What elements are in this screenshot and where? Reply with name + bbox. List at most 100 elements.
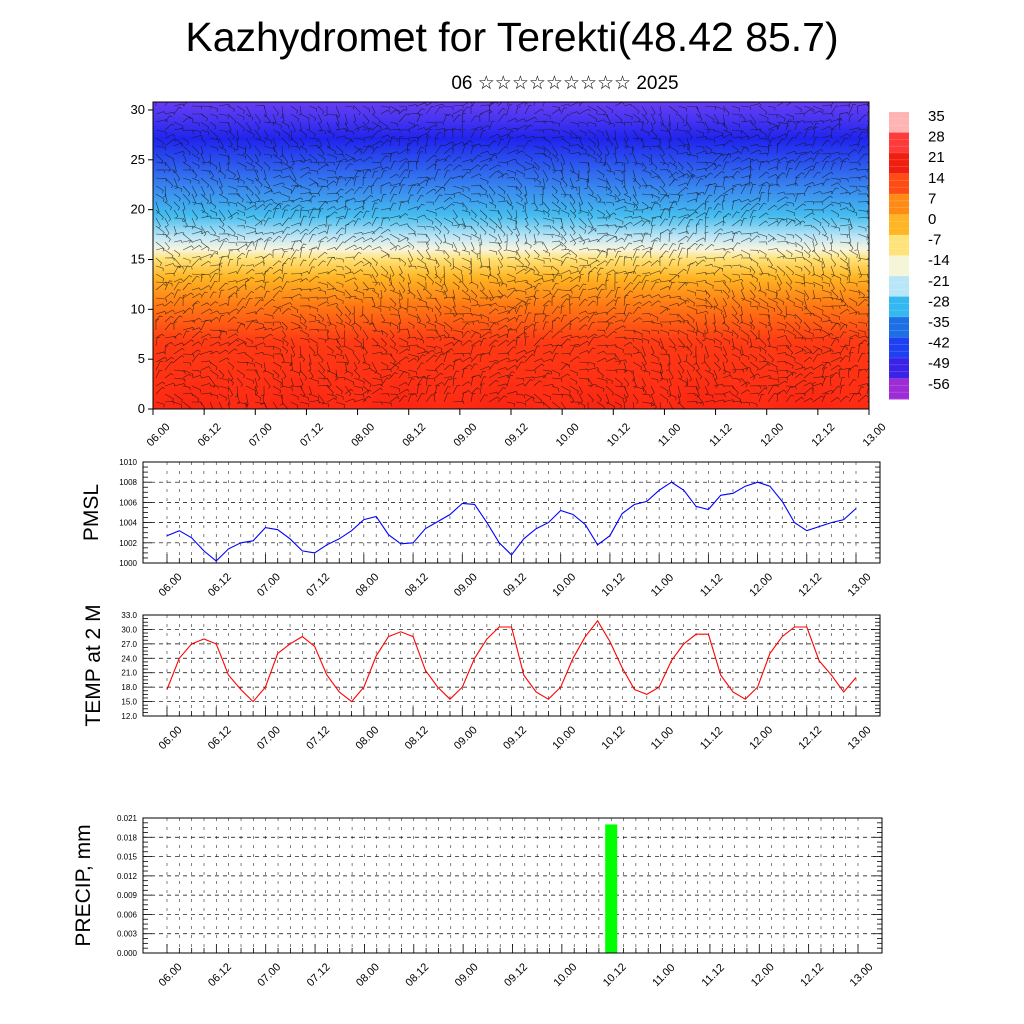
x-tick-label: 08.12: [403, 724, 431, 752]
y-axis-label: PRECIP, mm: [72, 824, 95, 946]
y-tick-label: 27.0: [121, 640, 137, 649]
x-tick-label: 11.00: [649, 572, 676, 599]
x-tick-label: 11.00: [656, 422, 683, 449]
y-tick-label: 12.0: [121, 712, 137, 721]
y-tick-label: 18.0: [121, 683, 137, 692]
x-tick-label: 10.00: [554, 421, 582, 449]
x-tick-label: 07.12: [298, 421, 326, 449]
x-tick-label: 13.00: [846, 571, 874, 599]
y-tick-label: 21.0: [121, 669, 137, 678]
y-tick-label: 30.0: [121, 625, 137, 634]
x-tick-label: 08.12: [400, 421, 428, 449]
heatmap-warm-cell: [458, 314, 543, 409]
x-tick-label: 06.00: [145, 421, 173, 449]
colorbar-label: -28: [928, 293, 950, 310]
y-tick-label: 33.0: [121, 611, 137, 620]
precip-panel: 0.000 0.003 0.006 0.009 0.012 0.015 0.018 0.021…: [72, 814, 883, 989]
y-tick-label: 1008: [119, 478, 137, 487]
colorbar-label: 7: [928, 190, 936, 207]
x-tick-label: 07.12: [304, 571, 332, 599]
x-tick-label: 07.00: [247, 421, 275, 449]
colorbar-swatch: [889, 358, 909, 379]
y-tick-label: 15.0: [121, 698, 137, 707]
line-panel: 1000 1002 1004 1006 1008 1010 06.00 06.12 07.00 0…: [80, 458, 881, 599]
y-tick-label: 24.0: [121, 654, 137, 663]
colorbar-swatch: [889, 153, 909, 174]
wind-barbs: [155, 102, 869, 409]
y-tick-label: 0.018: [117, 833, 138, 842]
colorbar-label: -21: [928, 273, 950, 290]
colorbar-label: -35: [928, 314, 950, 331]
x-tick-label: 07.00: [255, 724, 283, 752]
x-tick-label: 06.00: [157, 571, 185, 599]
x-tick-label: 13.00: [848, 961, 876, 989]
y-tick-label: 0.000: [117, 949, 138, 958]
colorbar-swatch: [889, 235, 909, 256]
x-tick-label: 11.00: [649, 725, 676, 752]
colorbar-swatch: [889, 378, 909, 400]
x-tick-label: 09.00: [452, 724, 480, 752]
heatmap-warm-cell: [254, 314, 339, 409]
x-tick-label: 12.00: [758, 421, 786, 449]
x-tick-label: 06.00: [157, 724, 185, 752]
heatmap-warm-cell: [356, 314, 441, 409]
colorbar-swatch: [889, 214, 909, 236]
x-tick-label: 11.12: [698, 572, 725, 599]
colorbar-label: -49: [928, 355, 950, 372]
x-tick-label: 12.00: [749, 961, 777, 989]
panel-frame: [142, 614, 881, 717]
heatmap-warm-cell: [663, 314, 748, 409]
y-tick-label: 0.012: [117, 872, 138, 881]
colorbar-label: -7: [928, 232, 941, 249]
y-axis-label: TEMP at 2 M: [82, 604, 105, 726]
x-tick-label: 09.12: [503, 421, 531, 449]
x-tick-label: 09.00: [452, 571, 480, 599]
x-tick-label: 11.12: [700, 962, 727, 989]
x-tick-label: 10.12: [605, 421, 633, 449]
x-tick-label: 12.12: [809, 421, 837, 449]
colorbar-swatch: [889, 337, 909, 359]
x-tick-label: 13.00: [846, 724, 874, 752]
x-tick-label: 08.12: [403, 571, 431, 599]
x-tick-label: 07.12: [304, 724, 332, 752]
y-tick-label: 0.006: [117, 910, 138, 919]
colorbar-label: -56: [928, 376, 950, 393]
y-tick-label: 10: [131, 301, 145, 316]
colorbar-swatch: [889, 132, 909, 154]
x-tick-label: 06.12: [206, 724, 234, 752]
precip-bar: [605, 824, 618, 953]
y-tick-label: 0: [138, 401, 145, 416]
colorbar-label: -42: [928, 335, 950, 352]
colorbar-swatch: [889, 112, 909, 133]
colorbar-label: -14: [928, 252, 950, 269]
x-tick-label: 10.12: [601, 961, 629, 989]
x-tick-label: 10.00: [550, 571, 578, 599]
x-tick-label: 11.12: [707, 422, 734, 449]
data-series-line: [166, 619, 857, 703]
colorbar-swatch: [889, 173, 909, 195]
colorbar-swatch: [889, 317, 909, 338]
y-tick-label: 15: [131, 251, 145, 266]
y-tick-label: 25: [131, 152, 145, 167]
x-tick-label: 08.00: [349, 421, 377, 449]
x-tick-label: 08.00: [354, 961, 382, 989]
x-tick-label: 10.12: [600, 571, 628, 599]
y-tick-label: 20: [131, 202, 145, 217]
x-tick-label: 09.00: [453, 961, 481, 989]
x-tick-label: 10.00: [550, 724, 578, 752]
line-panel: 12.0 15.0 18.0 21.0 24.0 27.0 30.0 33.0 06.00 06.…: [82, 604, 881, 752]
colorbar-label: 14: [928, 170, 945, 187]
x-tick-label: 12.12: [798, 961, 826, 989]
colorbar-label: 35: [928, 108, 945, 125]
chart-subtitle: 06 ☆☆☆☆☆☆☆☆☆ 2025: [451, 73, 679, 94]
x-tick-label: 07.12: [305, 961, 333, 989]
colorbar-swatch: [889, 276, 909, 297]
colorbar-swatch: [889, 194, 909, 215]
x-tick-label: 07.00: [255, 571, 283, 599]
y-tick-label: 5: [138, 351, 145, 366]
data-series-line: [166, 481, 857, 562]
y-tick-label: 0.009: [117, 891, 138, 900]
x-tick-label: 10.00: [551, 961, 579, 989]
y-tick-label: 1000: [119, 559, 137, 568]
